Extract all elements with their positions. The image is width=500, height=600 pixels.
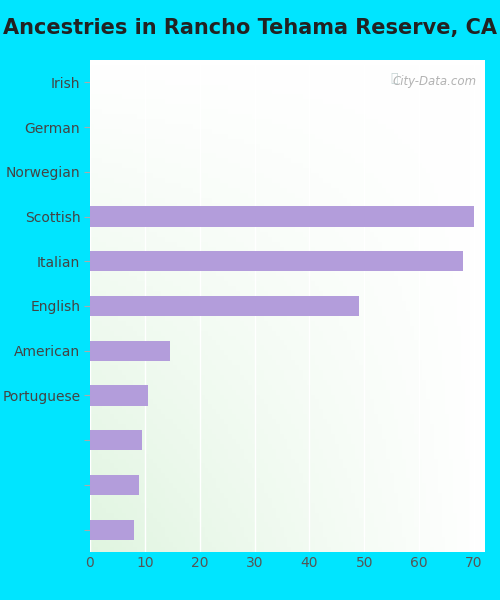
Bar	[90, 430, 142, 450]
Bar	[90, 341, 170, 361]
Text: ⓘ: ⓘ	[390, 73, 398, 85]
Bar	[90, 251, 463, 271]
Text: Ancestries in Rancho Tehama Reserve, CA: Ancestries in Rancho Tehama Reserve, CA	[3, 18, 497, 38]
Bar	[90, 206, 474, 227]
Text: City-Data.com: City-Data.com	[393, 75, 477, 88]
Bar	[90, 475, 140, 495]
Bar	[90, 520, 134, 540]
Bar	[90, 385, 148, 406]
Bar	[90, 296, 359, 316]
